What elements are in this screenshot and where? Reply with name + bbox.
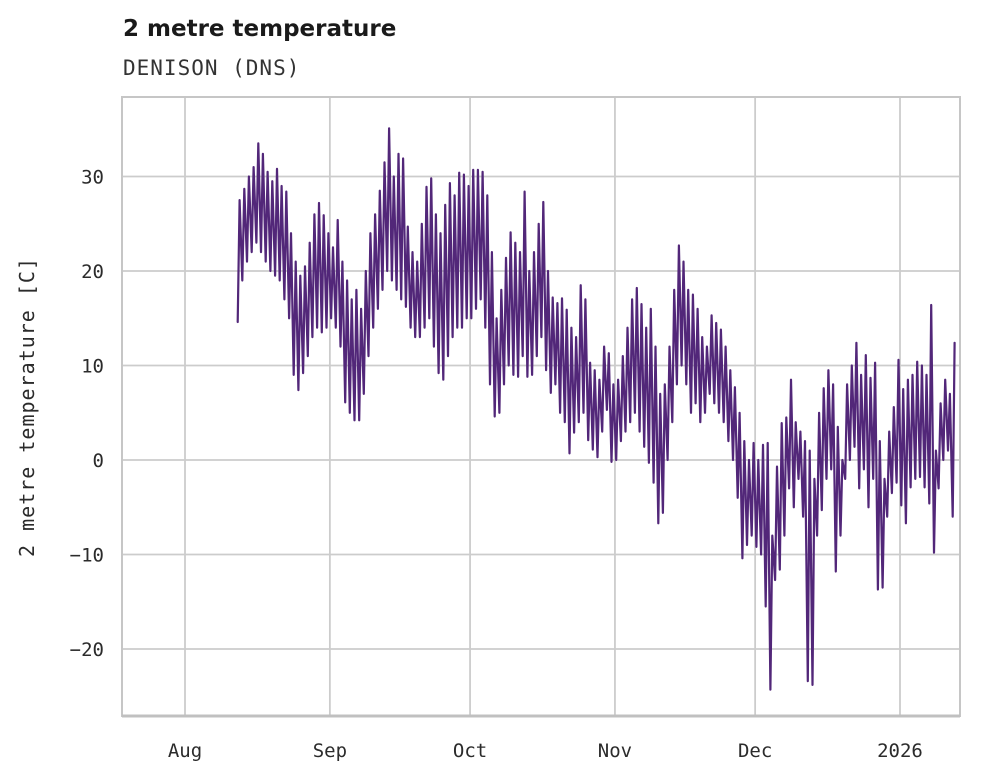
x-tick-label: Nov [598, 740, 632, 762]
y-tick-label: −20 [70, 639, 104, 661]
y-tick-label: 10 [81, 356, 104, 378]
y-tick-label: 20 [81, 261, 104, 283]
y-tick-label: 0 [93, 450, 104, 472]
x-tick-label: 2026 [877, 740, 923, 762]
y-tick-label: −10 [70, 545, 104, 567]
y-tick-label: 30 [81, 167, 104, 189]
x-tick-label: Sep [313, 740, 347, 762]
x-tick-label: Aug [168, 740, 202, 762]
x-tick-label: Oct [453, 740, 487, 762]
chart-title: 2 metre temperature [123, 16, 397, 42]
x-tick-label: Dec [738, 740, 772, 762]
chart-subtitle: DENISON (DNS) [123, 56, 301, 80]
temperature-line [236, 127, 956, 691]
